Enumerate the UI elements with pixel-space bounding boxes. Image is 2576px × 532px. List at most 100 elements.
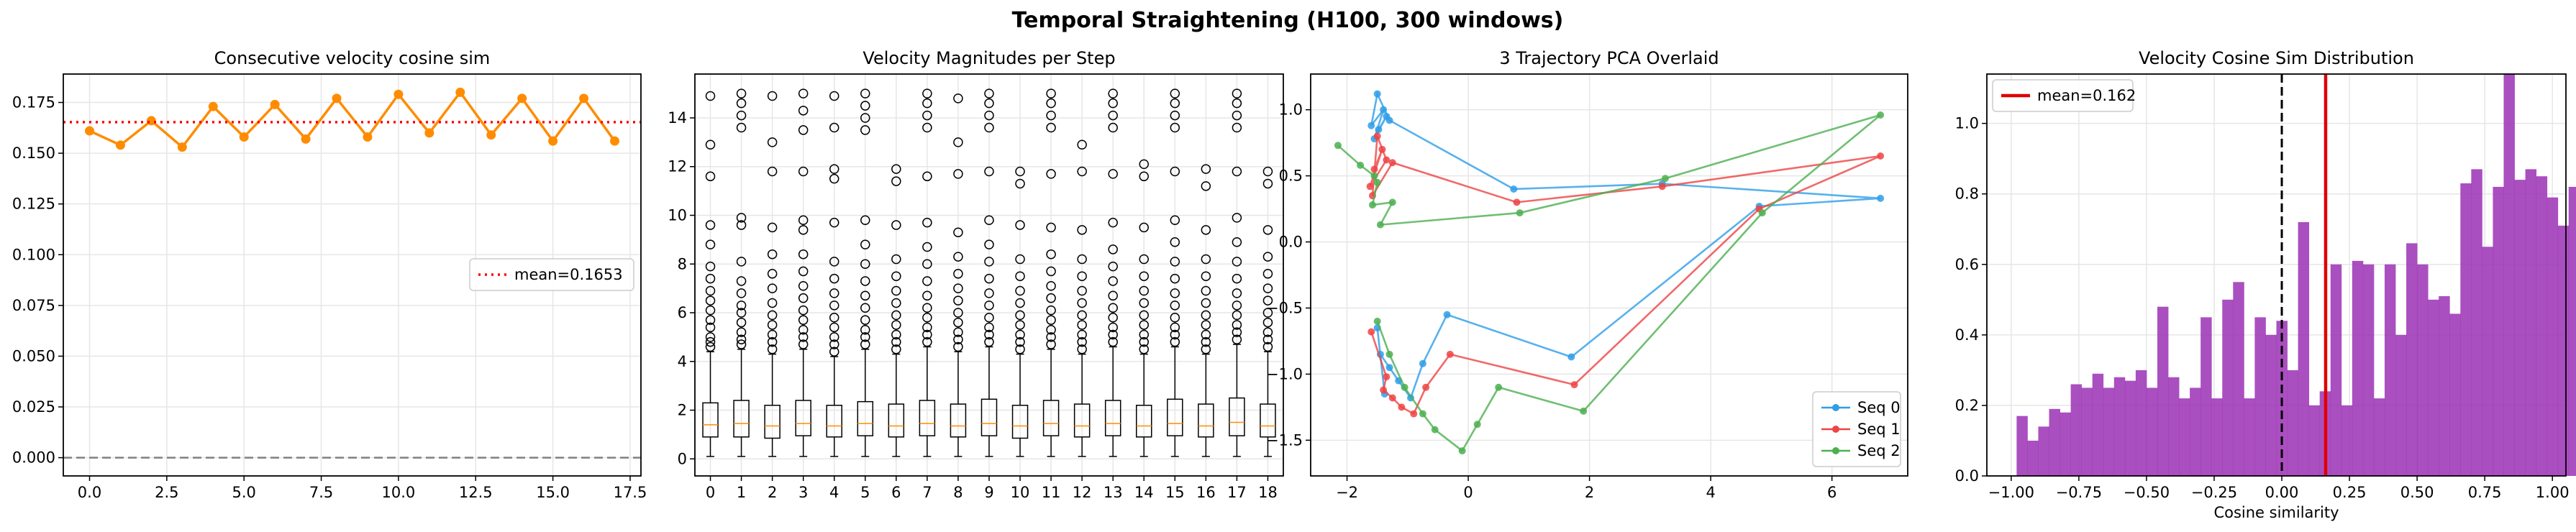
box-outlier — [736, 276, 747, 286]
box-outlier — [1262, 225, 1273, 235]
histogram-bar — [2503, 74, 2515, 476]
box-iqr — [1073, 403, 1091, 438]
box-outlier — [1108, 169, 1118, 179]
histogram-bar — [2200, 317, 2212, 476]
box-outlier — [705, 295, 716, 306]
box-outlier — [1015, 166, 1025, 177]
box-outlier — [1139, 298, 1150, 308]
cosine-sim-point — [177, 142, 187, 152]
box-outlier — [705, 285, 716, 296]
box-outlier — [922, 329, 932, 340]
x-tick-label: 2 — [1585, 484, 1594, 501]
histogram-bar — [2525, 169, 2537, 477]
trajectory-point-seq-2 — [1370, 172, 1378, 180]
cosine-sim-point — [363, 132, 373, 142]
box-outlier — [1262, 252, 1273, 262]
box-outlier — [922, 276, 932, 286]
trajectory-point-seq-2 — [1661, 175, 1669, 183]
box-outlier — [829, 164, 839, 174]
box-outlier — [1262, 317, 1273, 328]
box-outlier — [705, 261, 716, 272]
box-outlier — [1108, 244, 1118, 254]
box-outlier — [984, 122, 994, 133]
box-outlier — [860, 290, 870, 301]
box-outlier — [1139, 344, 1150, 354]
x-tick-label: 2 — [768, 484, 777, 501]
x-tick-label: −0.50 — [2124, 484, 2170, 501]
trajectory-point-seq-0 — [1375, 126, 1383, 134]
trajectory-point-seq-2 — [1877, 111, 1885, 119]
box-outlier — [1046, 305, 1056, 316]
box-outlier — [736, 288, 747, 298]
box-iqr — [919, 400, 936, 436]
box-outlier — [1077, 166, 1087, 177]
box-outlier — [1015, 336, 1025, 347]
histogram-bar — [2233, 282, 2244, 476]
box-outlier — [829, 313, 839, 323]
legend-label: Seq 2 — [1857, 442, 1901, 459]
box-outlier — [953, 137, 963, 147]
x-tick-label: −0.75 — [2056, 484, 2102, 501]
y-tick-label: 1.0 — [1279, 101, 1303, 119]
y-tick-label: 0.0 — [1955, 467, 1979, 485]
histogram-bar — [2395, 334, 2407, 476]
box-outlier — [891, 164, 901, 174]
box-outlier — [736, 301, 747, 311]
trajectory-point-seq-0 — [1373, 90, 1381, 98]
box-outlier — [953, 169, 963, 179]
box-outlier — [1015, 329, 1025, 340]
box-outlier — [1170, 166, 1180, 177]
box-outlier — [984, 166, 994, 177]
box-outlier — [767, 249, 778, 260]
box-outlier — [1201, 298, 1211, 308]
box-outlier — [860, 113, 870, 123]
x-tick-label: 1 — [737, 484, 746, 501]
histogram-bar — [2536, 176, 2548, 476]
histogram-bar — [2439, 295, 2450, 476]
box-outlier — [1139, 222, 1150, 233]
cosine-sim-line-panel: 0.0 2.5 5.0 7.5 10.0 12.5 15.0 17.5 0.000 0.025 0.… — [12, 48, 647, 501]
legend-marker — [1832, 447, 1839, 454]
y-tick-label: 0.075 — [12, 297, 55, 314]
histogram-bar — [2568, 186, 2576, 476]
x-tick-label: 6 — [891, 484, 901, 501]
histogram-bar — [2352, 260, 2364, 476]
trajectory-pca-panel: −2 0 2 4 6 −1.5 −1.0 −0.5 0.0 0.5 1.0 3 Trajectory … — [1266, 48, 1908, 501]
box-outlier — [1170, 110, 1180, 121]
figure-title: Temporal Straightening (H100, 300 window… — [1012, 8, 1564, 33]
x-axis-label: Cosine similarity — [2213, 504, 2339, 521]
x-tick-label: 5.0 — [232, 484, 256, 501]
box-outlier — [1046, 293, 1056, 303]
box-outlier — [829, 122, 839, 133]
cosine-sim-point — [610, 136, 619, 146]
box-outlier — [922, 242, 932, 252]
box-outlier — [1046, 332, 1056, 342]
box-outlier — [1232, 320, 1242, 330]
box-outlier — [922, 122, 932, 133]
box-outlier — [1015, 254, 1025, 265]
trajectory-point-seq-2 — [1385, 350, 1393, 358]
box-outlier — [1232, 310, 1242, 321]
trajectory-point-seq-1 — [1373, 132, 1381, 140]
axes-frame — [1310, 73, 1908, 477]
x-tick-label: 17 — [1227, 484, 1247, 501]
box-outlier — [798, 215, 809, 226]
histogram-bar — [2103, 387, 2115, 476]
box-outlier — [984, 313, 994, 323]
box-outlier — [736, 317, 747, 328]
box-outlier — [767, 329, 778, 340]
box-outlier — [891, 329, 901, 340]
box-outlier — [1232, 166, 1242, 177]
box-outlier — [1046, 280, 1056, 291]
x-tick-label: 0 — [1463, 484, 1473, 501]
box-outlier — [891, 220, 901, 230]
box-outlier — [984, 329, 994, 340]
box-outlier — [984, 110, 994, 121]
x-tick-label: 10 — [1011, 484, 1030, 501]
box-outlier — [1262, 341, 1273, 352]
x-tick-label: 4 — [829, 484, 839, 501]
box-iqr — [857, 400, 874, 436]
panel-title: Velocity Magnitudes per Step — [863, 48, 1115, 68]
cosine-sim-point — [486, 130, 496, 140]
box-iqr — [795, 400, 811, 436]
